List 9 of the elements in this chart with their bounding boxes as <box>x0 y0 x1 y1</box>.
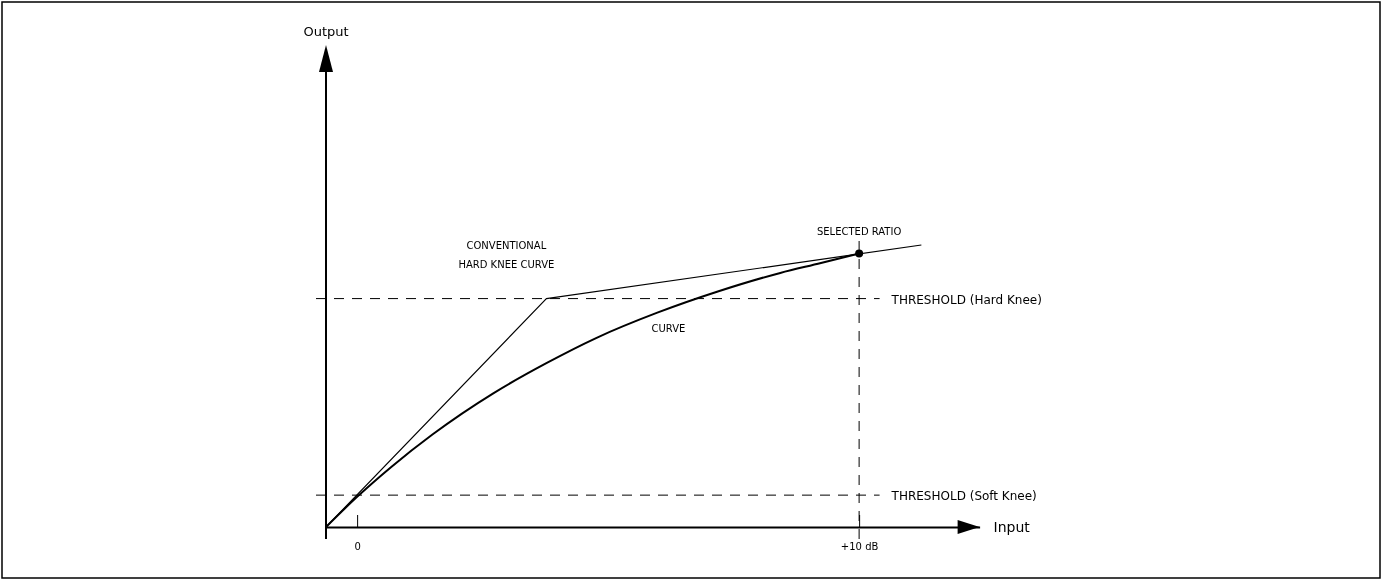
series-label: CURVE <box>651 323 686 335</box>
x-tick-label: 0 <box>354 541 361 553</box>
text: Output <box>303 24 349 39</box>
annotation: SELECTED RATIO <box>816 226 902 238</box>
text: CONVENTIONAL HARD KNEE CURVE <box>458 239 555 270</box>
ref-line-label: THRESHOLD (Hard Knee) <box>890 292 1042 307</box>
x-tick-label: +10 dB <box>840 541 879 553</box>
ref-line-label: THRESHOLD (Soft Knee) <box>890 489 1037 504</box>
x-axis-title: Input <box>993 519 1031 535</box>
